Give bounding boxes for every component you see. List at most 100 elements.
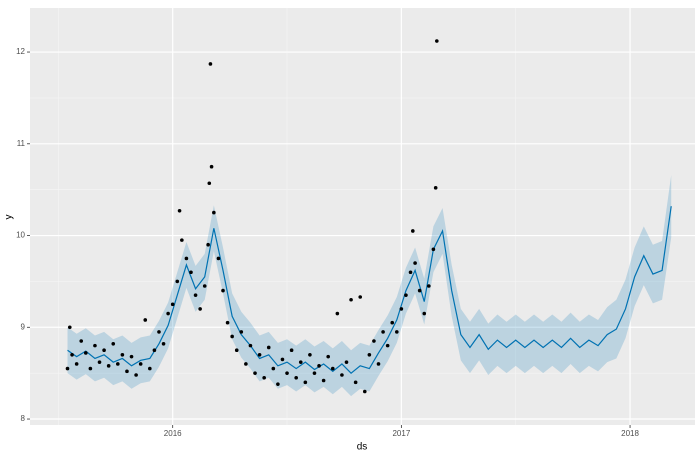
y-axis-title: y (4, 215, 15, 220)
observed-point (367, 353, 372, 357)
observed-point (74, 362, 79, 366)
observed-point (317, 364, 321, 368)
observed-point (225, 320, 230, 325)
observed-point (189, 270, 193, 275)
observed-point (175, 279, 180, 284)
observed-point (198, 307, 202, 311)
observed-point (433, 186, 438, 190)
observed-point (335, 311, 340, 316)
observed-point (353, 380, 358, 385)
observed-point (427, 284, 431, 288)
observed-point (321, 378, 326, 383)
observed-point (202, 284, 207, 288)
observed-point (161, 342, 166, 346)
observed-point (216, 256, 221, 261)
observed-point (170, 302, 175, 307)
observed-point (349, 297, 353, 302)
observed-point (152, 348, 157, 353)
observed-point (212, 210, 216, 215)
observed-point (206, 242, 210, 247)
plot-background (30, 8, 695, 425)
observed-point (285, 371, 289, 375)
observed-point (330, 366, 335, 371)
observed-point (221, 288, 225, 293)
observed-point (344, 360, 349, 364)
x-tick-label: 2017 (392, 429, 410, 438)
observed-point (257, 353, 262, 357)
observed-point (116, 362, 120, 366)
observed-point (193, 293, 198, 297)
observed-point (230, 334, 234, 339)
observed-point (411, 229, 415, 233)
observed-point (234, 348, 239, 353)
observed-point (166, 311, 170, 316)
observed-point (248, 343, 253, 348)
y-tick-label: 9 (21, 322, 26, 331)
observed-point (83, 351, 88, 355)
observed-point (134, 373, 138, 377)
observed-point (262, 375, 266, 380)
observed-point (239, 330, 244, 334)
observed-point (408, 270, 413, 275)
observed-point (276, 382, 280, 386)
observed-point (120, 353, 125, 357)
observed-point (413, 261, 417, 265)
observed-point (399, 307, 404, 311)
observed-point (79, 339, 84, 343)
observed-point (435, 39, 439, 43)
observed-point (88, 366, 93, 371)
observed-point (70, 353, 74, 357)
observed-point (395, 330, 399, 334)
observed-point (298, 360, 303, 364)
observed-point (157, 330, 161, 334)
observed-point (372, 339, 376, 343)
observed-point (404, 293, 408, 297)
observed-point (148, 366, 152, 371)
observed-point (340, 373, 344, 377)
observed-point (65, 366, 70, 371)
observed-point (381, 330, 385, 334)
observed-point (111, 342, 116, 346)
observed-point (97, 360, 102, 364)
observed-point (253, 371, 257, 375)
observed-point (362, 389, 367, 394)
observed-point (209, 164, 214, 169)
observed-point (129, 354, 134, 359)
observed-point (417, 288, 422, 293)
observed-point (326, 354, 330, 359)
y-tick-label: 12 (16, 47, 25, 56)
observed-point (294, 375, 298, 380)
observed-point (106, 364, 111, 368)
observed-point (67, 325, 72, 330)
observed-point (138, 362, 143, 366)
observed-point (431, 247, 436, 252)
observed-point (266, 345, 271, 350)
observed-point (125, 369, 129, 374)
observed-point (280, 357, 285, 362)
y-tick-label: 10 (16, 231, 25, 240)
observed-point (102, 348, 106, 353)
uncertainty-band (67, 174, 672, 397)
observed-point (376, 362, 381, 366)
x-tick-label: 2016 (164, 429, 182, 438)
observed-point (180, 238, 184, 242)
observed-point (93, 343, 97, 348)
x-tick-label: 2018 (621, 429, 639, 438)
observed-point (177, 208, 182, 213)
observed-point (308, 353, 312, 357)
observed-point (312, 371, 317, 375)
forecast-line (67, 206, 672, 374)
observed-point (385, 343, 390, 348)
observed-point (271, 366, 276, 371)
observed-point (390, 320, 395, 325)
observed-point (207, 181, 212, 186)
y-tick-label: 11 (17, 139, 26, 148)
observed-point (303, 380, 308, 385)
observed-point (244, 362, 248, 366)
observed-point (422, 311, 427, 316)
observed-point (358, 295, 363, 299)
x-axis-title: ds (357, 442, 368, 453)
observed-point (289, 348, 294, 353)
observed-point (184, 256, 189, 261)
